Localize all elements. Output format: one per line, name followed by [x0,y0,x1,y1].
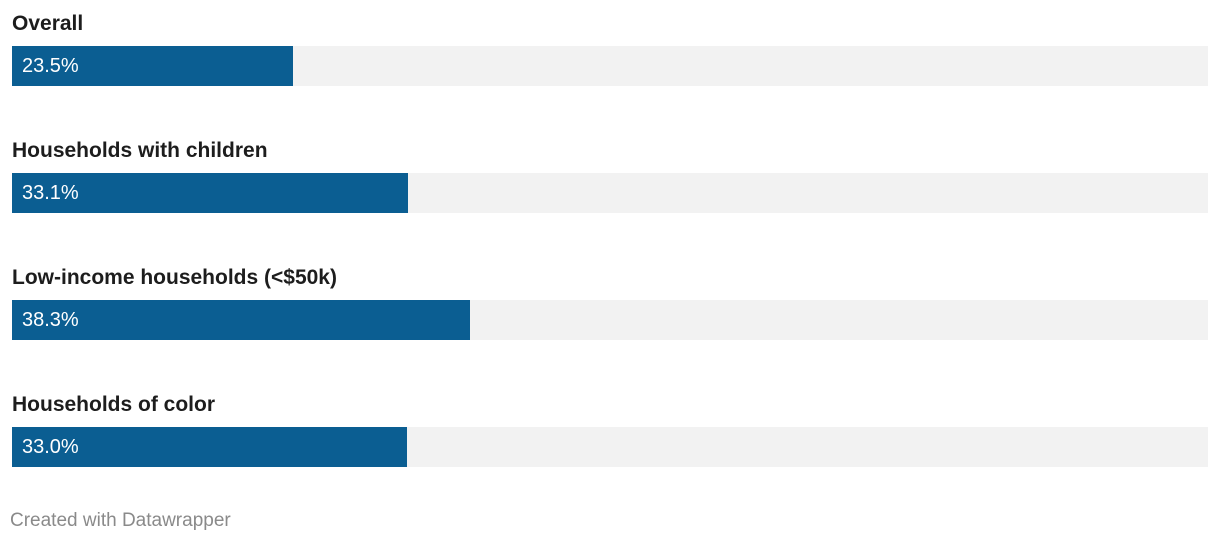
bar-value-label: 33.1% [22,182,79,204]
bar [12,173,408,213]
bar [12,427,407,467]
category-label: Low-income households (<$50k) [12,266,337,289]
bar [12,46,293,86]
bar-track: 38.3% [12,300,1208,340]
bar-track: 33.1% [12,173,1208,213]
category-label: Overall [12,12,84,35]
bar-value-label: 23.5% [22,55,79,77]
category-label: Households with children [12,139,268,162]
bar-track: 23.5% [12,46,1208,86]
bar-value-label: 33.0% [22,436,79,458]
datawrapper-credit: Created with Datawrapper [10,510,231,531]
bar-value-label: 38.3% [22,309,79,331]
category-label: Households of color [12,393,216,416]
bar-track: 33.0% [12,427,1208,467]
bar [12,300,470,340]
